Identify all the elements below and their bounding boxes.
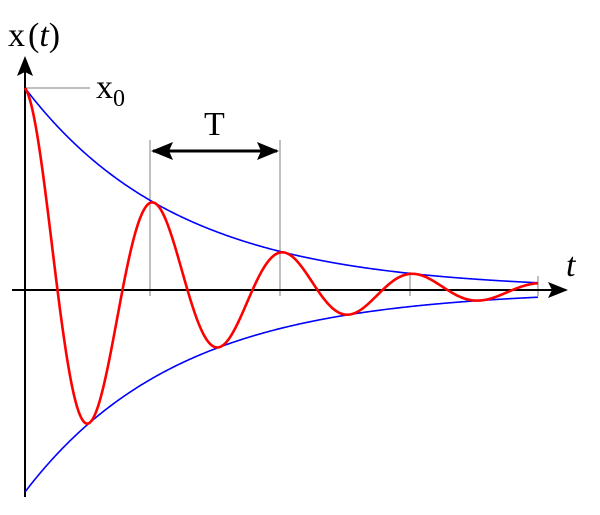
initial-value-label: x0 xyxy=(96,69,125,112)
damped-oscillation-curve xyxy=(23,87,539,425)
lower-envelope-curve xyxy=(24,296,539,493)
y-axis-arrow xyxy=(17,56,33,76)
period-label: T xyxy=(204,106,225,143)
x-axis-label: t xyxy=(566,247,577,284)
y-axis-label: x(t) xyxy=(8,17,60,54)
period-arrow-left-head xyxy=(151,142,173,160)
x-axis-arrow xyxy=(548,282,568,298)
period-arrow-right-head xyxy=(257,142,279,160)
